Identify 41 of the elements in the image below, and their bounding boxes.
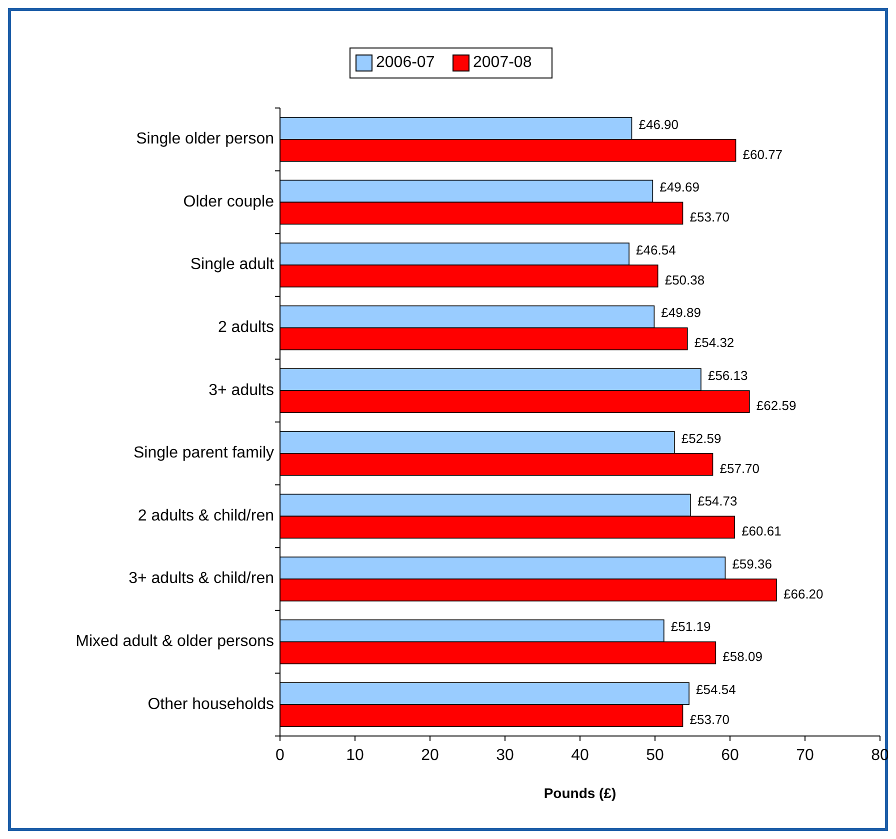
data-label: £49.69 [660, 180, 700, 195]
x-axis-title: Pounds (£) [544, 785, 616, 801]
data-label: £51.19 [670, 619, 711, 634]
data-label: £46.54 [636, 242, 676, 258]
y-tick-label: Other households [148, 696, 274, 713]
x-tick-label: 30 [496, 747, 514, 764]
y-tick-label: 3+ adults & child/ren [128, 570, 274, 588]
data-label: £52.59 [681, 430, 722, 446]
legend-label: 2006-07 [376, 54, 435, 72]
data-label: £60.61 [742, 524, 782, 539]
y-tick-label: Single older person [136, 130, 274, 148]
data-label: £60.77 [742, 146, 783, 162]
y-tick-label: 2 adults & child/ren [138, 507, 274, 524]
data-label: £49.89 [661, 305, 701, 320]
data-label: £54.54 [696, 682, 736, 698]
data-label: £56.13 [708, 368, 748, 384]
x-tick-label: 60 [721, 747, 739, 764]
data-label: £54.32 [694, 335, 734, 350]
data-label: £66.20 [784, 586, 824, 602]
data-label: £62.59 [756, 398, 796, 414]
y-tick-label: Older couple [183, 193, 274, 210]
x-tick-label: 20 [421, 747, 439, 764]
data-label: £59.36 [732, 556, 772, 572]
data-label: £50.38 [664, 272, 705, 288]
y-tick-label: 3+ adults [208, 382, 274, 399]
data-label: £54.73 [697, 494, 738, 509]
data-label: £53.70 [690, 210, 730, 225]
x-tick-label: 50 [646, 747, 664, 764]
x-tick-label: 70 [796, 747, 814, 764]
y-tick-label: Mixed adult & older persons [76, 633, 274, 650]
legend-label: 2007-08 [473, 54, 532, 72]
x-tick-label: 0 [276, 747, 285, 764]
x-tick-label: 40 [571, 747, 589, 764]
data-label: £53.70 [690, 712, 730, 728]
y-tick-label: 2 adults [218, 319, 274, 336]
y-tick-label: Single adult [190, 256, 275, 274]
y-tick-label: Single parent family [133, 444, 274, 462]
x-tick-label: 10 [346, 747, 364, 764]
data-label: £46.90 [638, 116, 679, 132]
data-label: £57.70 [720, 460, 760, 476]
data-label: £58.09 [722, 649, 762, 664]
